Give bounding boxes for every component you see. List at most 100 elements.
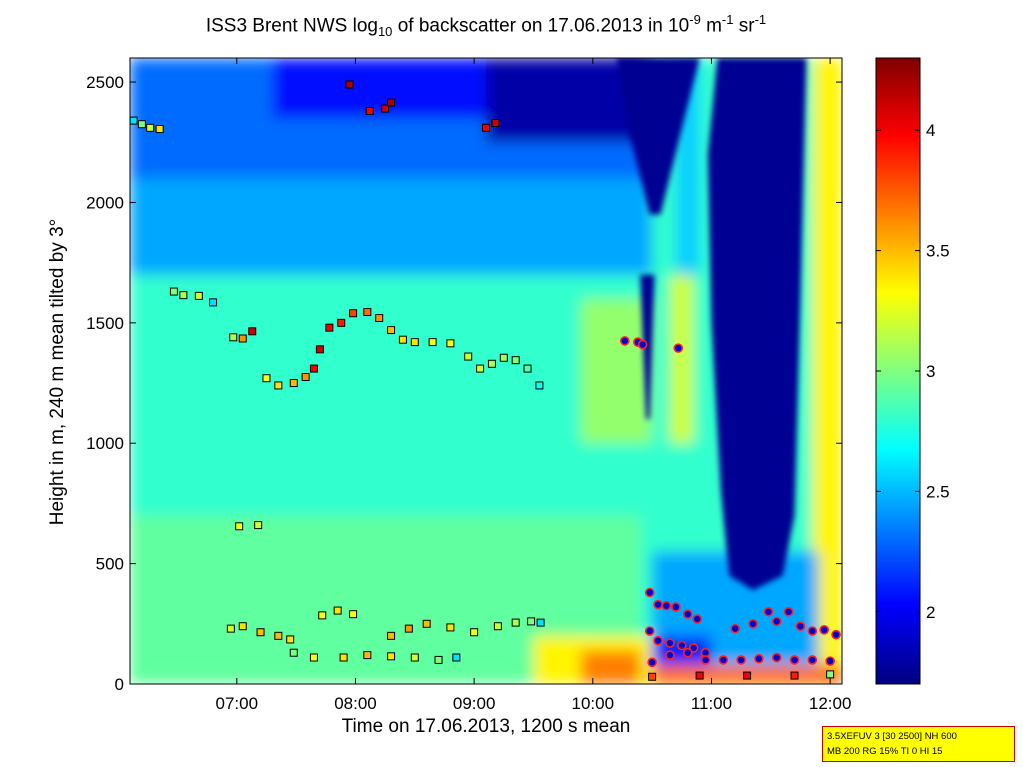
y-tick-label: 2000 xyxy=(86,193,124,212)
cloud-base-marker xyxy=(179,291,188,300)
field-layer xyxy=(272,58,510,119)
cloud-base-marker xyxy=(446,339,455,348)
clear-air-region xyxy=(707,58,807,591)
cloud-base-marker xyxy=(398,335,407,344)
x-axis: 07:00 08:00 09:00 10:00 11:00 12:00 xyxy=(216,58,851,713)
cloud-base-marker xyxy=(452,653,461,662)
cloud-base-marker xyxy=(286,635,295,644)
cloud-base-marker xyxy=(235,522,244,531)
cloud-base-marker xyxy=(536,618,545,627)
y-tick-label: 500 xyxy=(96,555,124,574)
chart-title: ISS3 Brent NWS log10 of backscatter on 1… xyxy=(205,12,767,40)
y-tick-label: 2500 xyxy=(86,73,124,92)
cloud-base-marker xyxy=(535,381,544,390)
aerosol-marker xyxy=(771,652,782,663)
cloud-base-marker xyxy=(499,353,508,362)
cloud-base-marker xyxy=(695,671,704,680)
aerosol-marker xyxy=(748,619,758,629)
aerosol-marker xyxy=(637,339,648,350)
aerosol-marker xyxy=(653,635,663,646)
aerosol-marker xyxy=(682,647,693,658)
cloud-base-marker xyxy=(318,611,327,620)
cloud-base-marker xyxy=(309,653,318,662)
cloud-base-marker xyxy=(169,287,178,296)
backscatter-field xyxy=(130,58,842,684)
x-tick-label: 10:00 xyxy=(572,694,615,713)
aerosol-marker xyxy=(718,655,729,665)
cloud-base-marker xyxy=(464,352,473,361)
field-clear-air xyxy=(616,58,807,591)
aerosol-marker xyxy=(682,609,693,619)
cloud-base-marker xyxy=(130,116,138,125)
cloud-base-marker xyxy=(289,379,298,388)
cloud-base-marker xyxy=(365,106,374,115)
cloud-base-marker xyxy=(387,631,396,640)
cloud-base-marker xyxy=(274,631,283,640)
cloud-base-marker xyxy=(238,334,247,343)
x-axis-label: Time on 17.06.2013, 1200 s mean xyxy=(341,716,631,737)
cloud-base-marker xyxy=(309,364,318,373)
settings-infobox: 3.5XEFUV 3 [30 2500] NH 600 MB 200 RG 15… xyxy=(822,726,1015,762)
cloud-base-marker xyxy=(387,652,396,661)
cloud-base-marker xyxy=(146,123,155,132)
colorbar-gradient xyxy=(875,57,921,685)
cloud-base-marker xyxy=(274,381,283,390)
x-tick-label: 07:00 xyxy=(216,694,259,713)
field-layer xyxy=(580,298,653,444)
cloud-base-marker xyxy=(381,104,390,113)
cloud-base-marker xyxy=(743,671,752,680)
cloud-base-marker xyxy=(422,619,431,628)
infobox-line-1: 3.5XEFUV 3 [30 2500] NH 600 xyxy=(827,731,957,742)
cloud-base-marker xyxy=(137,120,146,129)
aerosol-marker xyxy=(676,640,687,651)
cloud-base-marker xyxy=(339,653,348,662)
cloud-base-marker xyxy=(209,298,218,307)
cloud-base-marker xyxy=(790,671,799,680)
aerosol-marker xyxy=(783,606,794,617)
clear-air-region xyxy=(616,58,700,215)
aerosol-marker xyxy=(825,656,835,666)
cloud-base-marker xyxy=(434,655,443,664)
colorbar: 2 2.5 3 3.5 4 xyxy=(875,57,950,685)
cloud-base-marker xyxy=(387,326,396,335)
colorbar-tick-label: 3 xyxy=(926,362,935,381)
cloud-base-marker xyxy=(410,338,419,347)
aerosol-marker xyxy=(763,606,774,617)
cloud-base-marker xyxy=(229,333,238,342)
aerosol-marker xyxy=(673,343,684,353)
cloud-base-marker xyxy=(289,648,298,657)
aerosol-marker xyxy=(692,614,703,624)
aerosol-marker xyxy=(620,336,630,346)
cloud-base-marker xyxy=(493,622,502,631)
aerosol-marker xyxy=(754,653,764,664)
aerosol-marker xyxy=(700,655,711,665)
cloud-base-marker xyxy=(511,356,520,365)
x-tick-label: 08:00 xyxy=(334,694,377,713)
cloud-base-marker xyxy=(470,628,479,637)
colorbar-tick-label: 4 xyxy=(926,121,935,140)
plot-area-frame xyxy=(129,57,843,685)
aerosol-marker xyxy=(730,623,741,634)
x-tick-label: 11:00 xyxy=(691,694,732,713)
cloud-base-marker xyxy=(349,610,358,619)
y-tick-label: 1000 xyxy=(86,434,124,453)
field-layer xyxy=(580,650,641,684)
aerosol-marker xyxy=(665,638,675,648)
aerosol-marker xyxy=(671,602,681,612)
cloud-base-marker xyxy=(491,119,500,128)
cloud-base-marker xyxy=(337,318,346,327)
cloud-base-marker xyxy=(387,98,396,107)
cloud-base-marker xyxy=(428,338,437,347)
field-smooth-layers xyxy=(130,58,842,684)
cloud-base-marker xyxy=(527,617,536,626)
aerosol-marker xyxy=(795,621,806,632)
aerosol-marker xyxy=(736,655,746,665)
cloud-base-marker xyxy=(511,618,520,627)
clear-air-region xyxy=(640,274,655,420)
y-axis: 0 500 1000 1500 2000 2500 xyxy=(86,73,842,694)
cloud-base-marker xyxy=(487,359,496,368)
cloud-base-marker xyxy=(826,670,835,679)
cloud-base-marker xyxy=(523,364,532,373)
cloud-base-marker xyxy=(248,327,257,336)
